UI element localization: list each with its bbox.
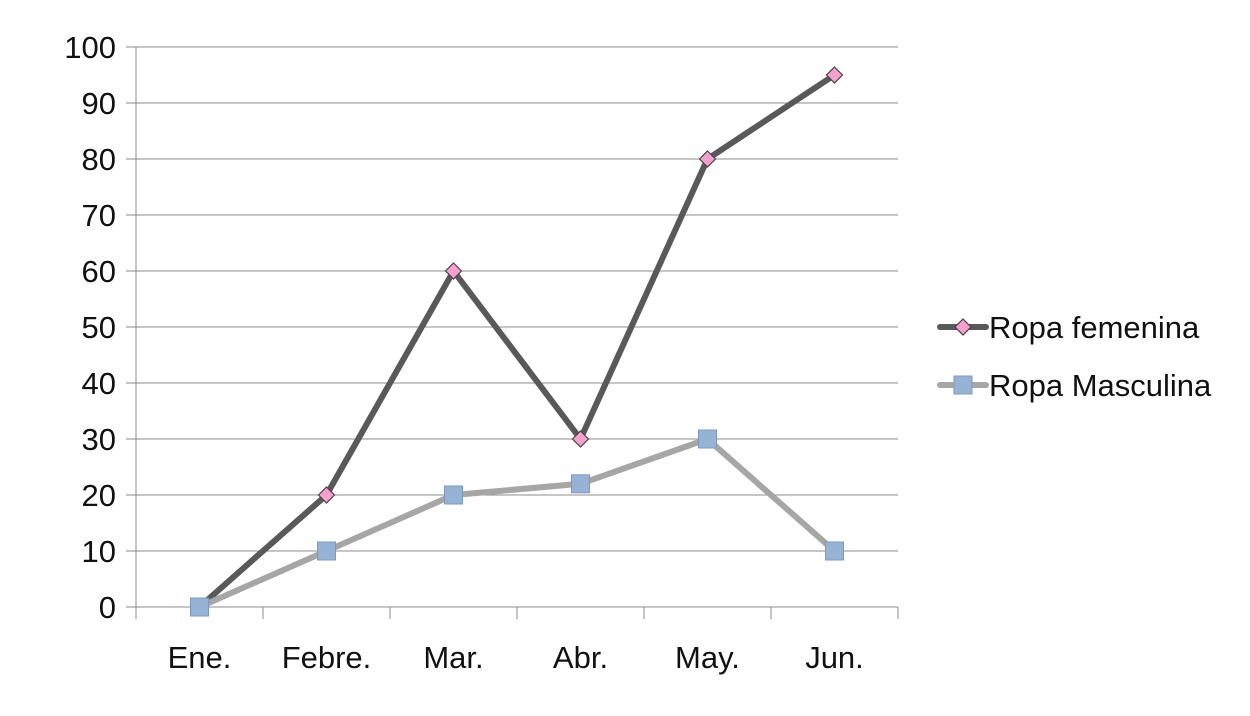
axes: [126, 46, 899, 619]
data-point-marker: [317, 486, 336, 504]
x-tick-label: Ene.: [168, 640, 232, 675]
data-point-marker: [317, 541, 336, 561]
y-tick-label: 90: [82, 86, 116, 121]
legend: Ropa femenina Ropa Masculina: [937, 310, 1212, 403]
y-tick-label: 10: [82, 534, 116, 569]
gridlines: [136, 46, 898, 552]
data-point-marker: [190, 597, 209, 617]
data-point-marker: [444, 485, 463, 505]
x-tick-label: Mar.: [423, 640, 483, 675]
series-group: [190, 66, 844, 617]
y-tick-label: 60: [82, 254, 116, 289]
y-tick-labels: 0 10 20 30 40 50 60 70 80 90 100: [64, 30, 116, 625]
y-tick-label: 0: [99, 590, 116, 625]
data-point-marker: [698, 150, 717, 168]
x-tick-label: Febre.: [282, 640, 372, 675]
series-line-1: [196, 72, 838, 610]
legend-label-2: Ropa Masculina: [989, 368, 1212, 403]
x-tick-label: Jun.: [805, 640, 864, 675]
x-tick-label: May.: [675, 640, 740, 675]
data-point-marker: [698, 429, 717, 449]
data-point-marker: [825, 66, 844, 84]
legend-label-1: Ropa femenina: [989, 310, 1200, 345]
legend-marker-1: [954, 318, 972, 336]
y-tick-label: 100: [64, 30, 116, 65]
x-tick-label: Abr.: [553, 640, 608, 675]
data-point-marker: [444, 262, 463, 280]
y-tick-label: 70: [82, 198, 116, 233]
series-line-2: [196, 436, 838, 610]
x-tick-labels: Ene. Febre. Mar. Abr. May. Jun.: [168, 640, 864, 675]
y-tick-label: 50: [82, 310, 116, 345]
data-point-marker: [825, 541, 844, 561]
data-point-marker: [571, 474, 590, 494]
legend-marker-2: [953, 375, 973, 395]
y-tick-label: 20: [82, 478, 116, 513]
y-tick-label: 40: [82, 366, 116, 401]
data-point-marker: [571, 430, 590, 448]
y-tick-label: 80: [82, 142, 116, 177]
y-tick-label: 30: [82, 422, 116, 457]
